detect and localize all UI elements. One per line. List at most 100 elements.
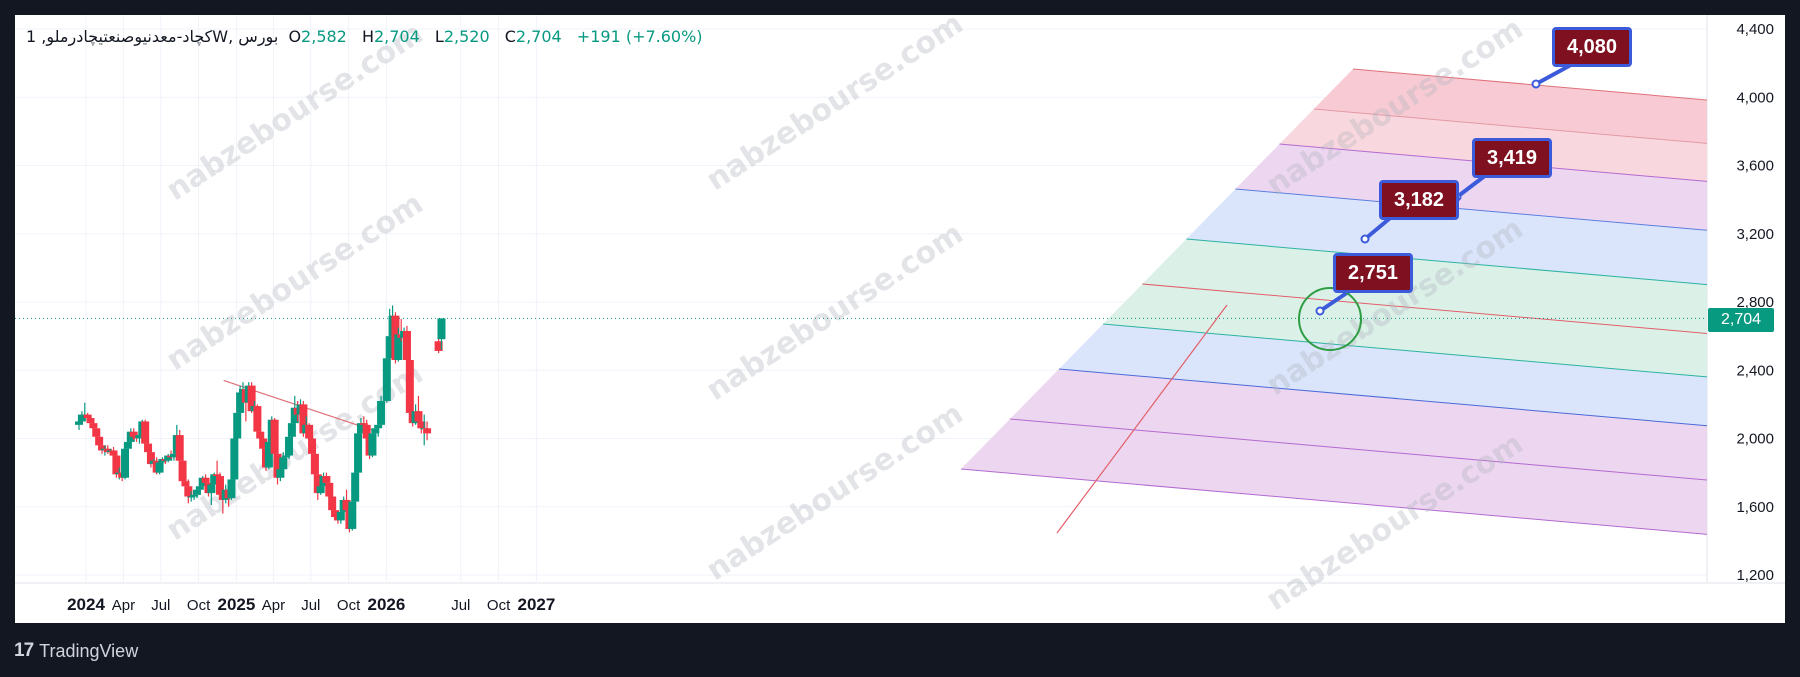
candle-up	[437, 318, 446, 350]
candle-body	[213, 474, 222, 477]
last-price-label: 2,704	[1708, 308, 1774, 332]
pitchfork-rail	[1009, 418, 1707, 481]
candle-body	[359, 423, 368, 425]
candle-body	[264, 441, 273, 468]
price-tick-label: 2,800	[1736, 294, 1774, 311]
candle-down	[175, 429, 184, 465]
candle-body	[382, 358, 391, 401]
tradingview-logo[interactable]: 17 TradingView	[14, 640, 138, 662]
candle-down	[405, 356, 414, 417]
candle-body	[227, 479, 236, 499]
candle-body	[92, 428, 101, 437]
candle-body	[109, 450, 118, 456]
candle-body	[247, 385, 256, 412]
candle-body	[385, 336, 394, 359]
candle-up	[336, 510, 345, 524]
candle-body	[308, 438, 317, 454]
candle-body	[313, 474, 322, 494]
candle-body	[236, 392, 245, 413]
candle-body	[75, 421, 84, 425]
time-tick-label: Oct	[337, 597, 361, 614]
price-tick-label: 3,200	[1736, 226, 1774, 243]
pitchfork-rail	[1352, 68, 1707, 101]
candle-down	[141, 419, 150, 448]
candle-body	[322, 476, 331, 483]
tradingview-logo-icon: 17	[14, 640, 34, 661]
candle-body	[402, 331, 411, 361]
time-axis[interactable]: 2024 Apr Jul Oct 2025 Apr Jul Oct 2026 Jul Oct 2027	[67, 595, 555, 614]
pitchfork-band	[1313, 69, 1707, 144]
candle-body	[230, 438, 239, 480]
candle-up	[356, 418, 365, 437]
legend-open-key: O	[288, 27, 302, 46]
candle-body	[282, 455, 291, 458]
candle-body	[77, 414, 86, 422]
candle-body	[146, 452, 155, 465]
time-tick-label: Oct	[487, 597, 511, 614]
candle-up	[123, 440, 132, 453]
candle-body	[89, 423, 98, 429]
candle-body	[190, 494, 199, 497]
candle-down	[423, 421, 432, 441]
candle-up	[126, 428, 135, 446]
candle-body	[290, 407, 299, 424]
candle-layer[interactable]	[75, 305, 446, 533]
candle-body	[123, 441, 132, 449]
candle-body	[207, 484, 216, 494]
highlight-circle	[1298, 287, 1362, 351]
candle-body	[377, 400, 386, 425]
pitchfork-rail	[1186, 238, 1707, 286]
candle-body	[83, 414, 92, 419]
candle-body	[348, 501, 357, 529]
candle-down	[402, 325, 411, 364]
candle-down	[270, 418, 279, 458]
candle-body	[354, 433, 363, 473]
candle-body	[112, 455, 121, 475]
candle-body	[423, 428, 432, 434]
candle-down	[184, 479, 193, 504]
candle-down	[215, 472, 224, 499]
pitchfork-group	[960, 68, 1707, 535]
price-axis[interactable]: 4,400 4,000 3,600 3,200 2,800 2,400 2,000 1,600…	[1736, 21, 1774, 584]
legend-symbol[interactable]: کچاد-معدنیوصنعتیچادرملو, 1W, بورس	[26, 27, 279, 46]
time-tick-label: Oct	[187, 597, 211, 614]
target-label-3419[interactable]: 3,419	[1472, 138, 1553, 178]
symbol-legend: کچاد-معدنیوصنعتیچادرملو, 1W, بورس O2,582…	[26, 27, 703, 46]
time-tick-label: 2026	[367, 595, 405, 614]
candle-body	[434, 341, 443, 351]
candle-body	[121, 448, 130, 478]
price-tick-label: 3,600	[1736, 158, 1774, 175]
candle-body	[328, 496, 337, 511]
candle-body	[305, 424, 314, 439]
candle-body	[336, 511, 345, 521]
candle-body	[201, 477, 210, 483]
candle-body	[342, 499, 351, 511]
candle-body	[95, 436, 104, 446]
candle-body	[405, 360, 414, 413]
target-label-2751[interactable]: 2,751	[1333, 253, 1414, 293]
candle-body	[316, 486, 325, 494]
tradingview-brand-text: TradingView	[39, 640, 139, 661]
target-label-4080[interactable]: 4,080	[1552, 27, 1633, 67]
candle-down	[146, 448, 155, 468]
candle-body	[158, 458, 167, 463]
time-tick-label: Jul	[151, 597, 170, 614]
pitchfork-band	[1010, 369, 1707, 481]
target-label-3182[interactable]: 3,182	[1379, 180, 1460, 220]
candle-up	[285, 433, 294, 459]
candle-body	[195, 486, 204, 490]
legend-close: 2,704	[515, 27, 562, 46]
candle-body	[164, 455, 173, 461]
candle-up	[377, 395, 386, 427]
candle-up	[368, 429, 377, 458]
candle-body	[86, 418, 95, 424]
candle-down	[103, 445, 112, 454]
candle-down	[362, 419, 371, 441]
candle-body	[181, 481, 190, 487]
candle-body	[175, 435, 184, 461]
candle-body	[331, 510, 340, 517]
candle-up	[77, 411, 86, 424]
candle-up	[121, 447, 130, 480]
